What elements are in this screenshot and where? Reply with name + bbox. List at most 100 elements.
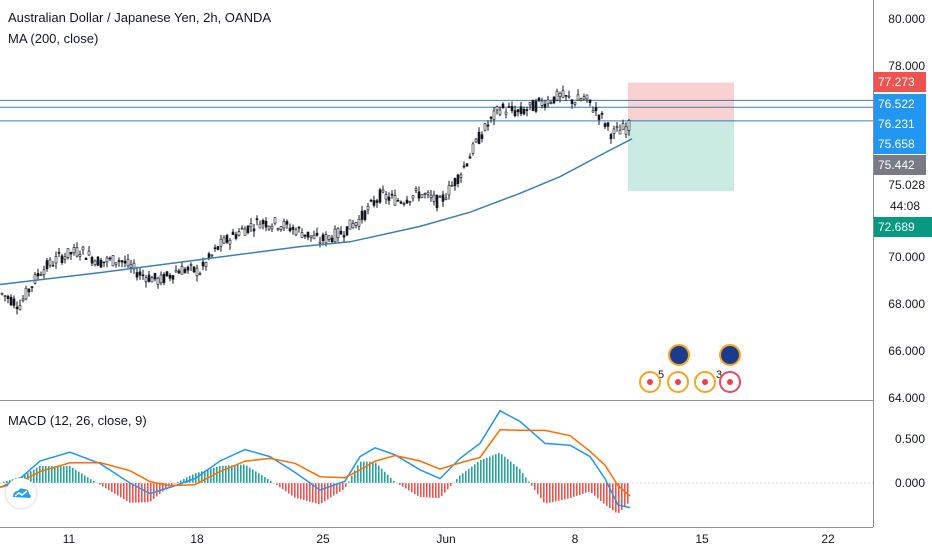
- candle-body: [456, 174, 460, 184]
- candle-body: [183, 268, 187, 273]
- candle-body: [204, 262, 208, 267]
- candle-body: [237, 231, 241, 236]
- macd-histogram-bar: [6, 481, 8, 483]
- candle-body: [57, 252, 61, 254]
- candle-body: [153, 272, 157, 280]
- candle-body: [465, 163, 469, 167]
- candle-body: [603, 123, 607, 127]
- candle-body: [300, 232, 304, 238]
- candle-body: [594, 107, 598, 112]
- au-flag-event-icon[interactable]: [668, 344, 690, 366]
- candle-body: [6, 296, 10, 299]
- symbol-legend[interactable]: Australian Dollar / Japanese Yen, 2h, OA…: [8, 10, 272, 25]
- macd-histogram-bar: [465, 471, 467, 483]
- candle-body: [171, 275, 175, 280]
- candle-body: [120, 260, 124, 263]
- macd-histogram-bar: [105, 483, 107, 489]
- candle-body: [588, 99, 592, 104]
- macd-histogram-bar: [189, 475, 191, 483]
- candle-body: [189, 264, 193, 266]
- candle-body: [273, 217, 277, 224]
- macd-histogram-bar: [585, 483, 587, 493]
- candle-body: [249, 223, 253, 228]
- macd-histogram-bar: [336, 483, 338, 494]
- candle-body: [24, 288, 28, 300]
- macd-histogram-bar: [435, 483, 437, 498]
- economic-event-icon[interactable]: [719, 371, 741, 393]
- macd-histogram-bar: [141, 483, 143, 503]
- candle-body: [564, 95, 568, 97]
- macd-histogram-bar: [84, 475, 86, 483]
- economic-event-icon[interactable]: [667, 371, 689, 393]
- candle-body: [618, 130, 622, 135]
- macd-histogram-bar: [480, 460, 482, 483]
- macd-histogram-bar: [591, 483, 593, 494]
- macd-histogram-bar: [318, 483, 320, 505]
- macd-histogram-bar: [429, 483, 431, 498]
- candle-body: [570, 99, 574, 104]
- candle-body: [168, 274, 172, 279]
- pane-separator[interactable]: [0, 400, 932, 401]
- time-label: 11: [62, 532, 76, 546]
- macd-histogram-bar: [471, 466, 473, 483]
- macd-histogram-bar: [108, 483, 110, 491]
- macd-histogram-bar: [366, 461, 368, 483]
- macd-histogram-bar: [387, 474, 389, 483]
- time-axis[interactable]: 11 18 25 Jun 8 15 22: [0, 527, 873, 551]
- candle-body: [471, 143, 475, 154]
- macd-line: [0, 409, 631, 509]
- macd-histogram-bar: [516, 466, 518, 483]
- candle-body: [537, 97, 541, 101]
- economic-event-icon[interactable]: [639, 371, 661, 393]
- macd-histogram-bar: [549, 483, 551, 503]
- cloud-chart-icon: [13, 488, 31, 498]
- ma-legend[interactable]: MA (200, close): [8, 31, 99, 46]
- macd-histogram-bar: [117, 483, 119, 496]
- candle-body: [507, 106, 511, 108]
- candle-body: [555, 90, 559, 101]
- macd-histogram-bar: [444, 483, 446, 493]
- tradingview-logo[interactable]: [6, 478, 36, 508]
- candle-body: [378, 189, 382, 203]
- macd-histogram-bar: [276, 483, 278, 486]
- macd-histogram-bar: [333, 483, 335, 496]
- candle-body: [144, 277, 148, 283]
- macd-histogram-bar: [297, 483, 299, 499]
- candle-body: [519, 106, 523, 114]
- candle-body: [375, 200, 379, 203]
- macd-histogram-bar: [63, 466, 65, 483]
- macd-histogram-bar: [441, 483, 443, 496]
- au-flag-event-icon[interactable]: [719, 344, 741, 366]
- candle-body: [72, 247, 76, 254]
- macd-histogram-bar: [345, 483, 347, 487]
- candle-body: [90, 257, 94, 264]
- macd-histogram-bar: [459, 475, 461, 483]
- macd-histogram-bar: [339, 483, 341, 492]
- take-profit-zone: [628, 120, 734, 192]
- macd-legend[interactable]: MACD (12, 26, close, 9): [8, 413, 147, 428]
- macd-histogram-bar: [48, 466, 50, 483]
- candle-body: [453, 178, 457, 187]
- candle-body: [282, 221, 286, 229]
- macd-histogram-bar: [498, 452, 500, 483]
- economic-event-icon[interactable]: [694, 371, 716, 393]
- candle-body: [318, 241, 322, 244]
- macd-histogram-bar: [315, 483, 317, 504]
- candle-body: [324, 234, 328, 244]
- candle-body: [9, 296, 13, 306]
- macd-histogram-bar: [156, 483, 158, 497]
- candle-body: [582, 96, 586, 100]
- macd-histogram-bar: [513, 464, 515, 483]
- macd-histogram-bar: [438, 483, 440, 499]
- macd-histogram-bar: [36, 467, 38, 483]
- macd-histogram-bar: [69, 466, 71, 483]
- candle-body: [51, 264, 55, 267]
- candle-body: [114, 262, 118, 265]
- candle-body: [15, 306, 19, 310]
- price-tick: 68.000: [888, 297, 925, 311]
- macd-histogram-bar: [489, 456, 491, 483]
- candle-body: [423, 193, 427, 195]
- macd-histogram-bar: [474, 464, 476, 483]
